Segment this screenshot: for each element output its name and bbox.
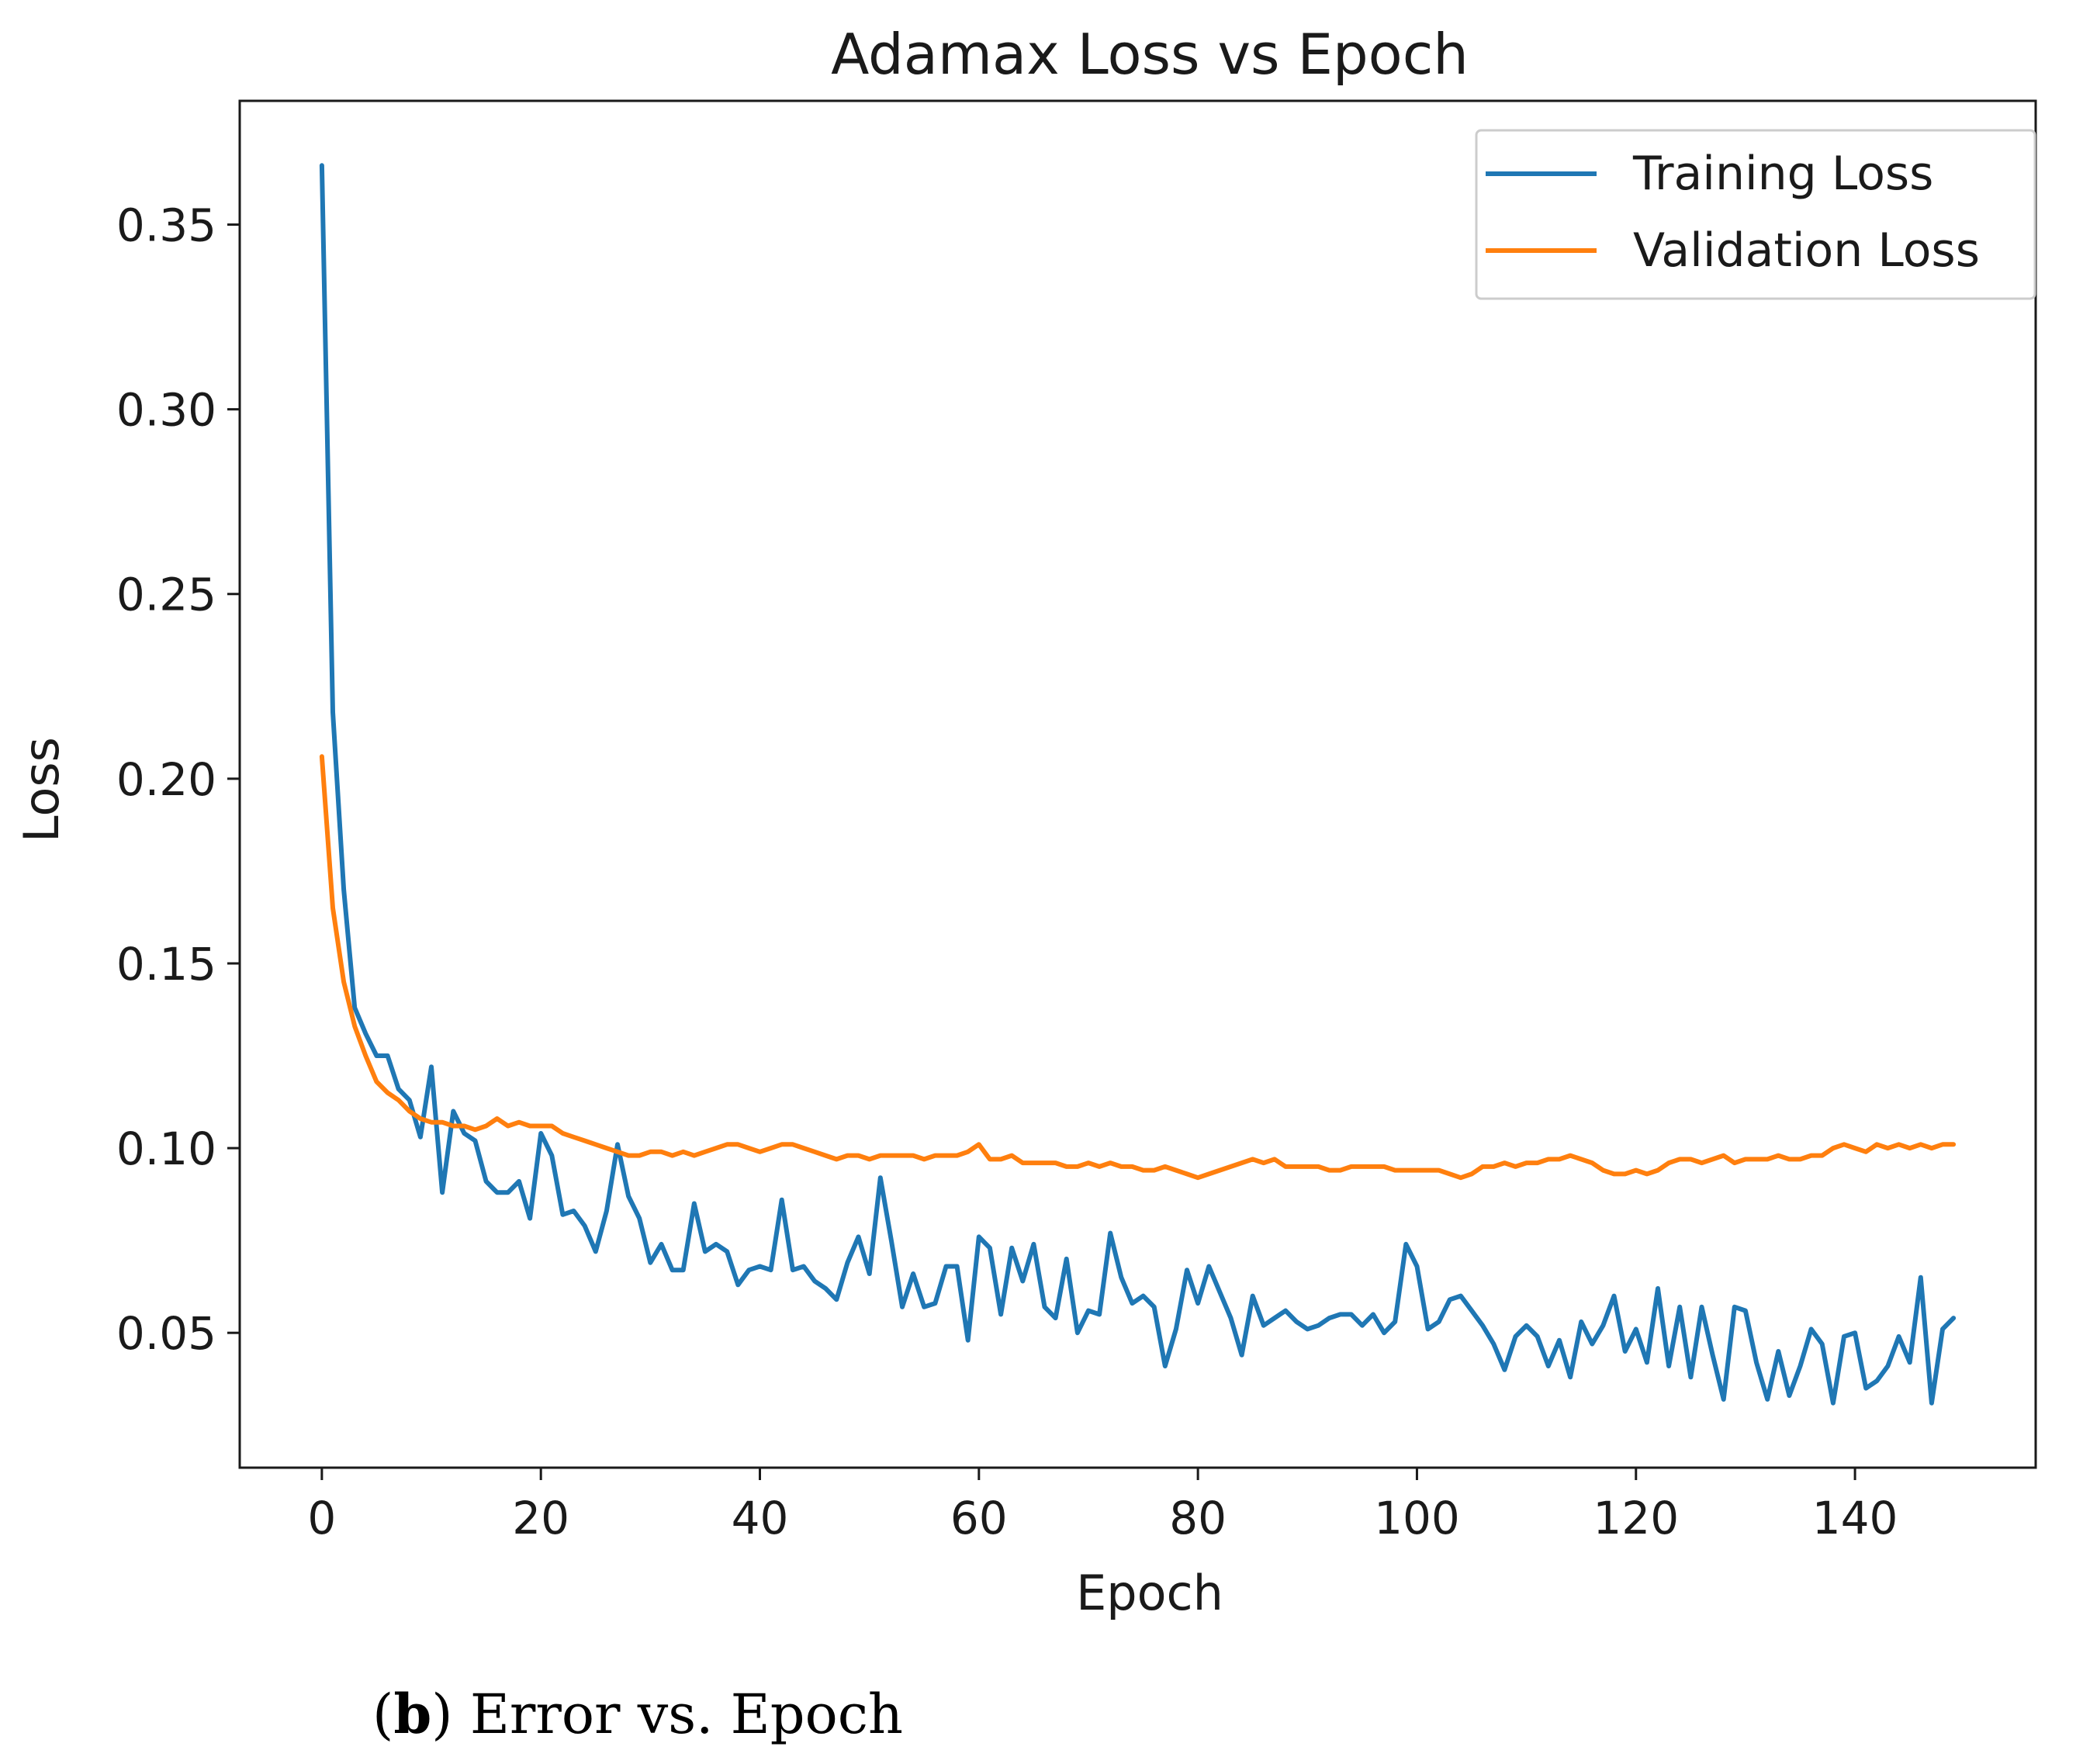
plot-frame xyxy=(238,99,2037,1469)
x-tick-label: 80 xyxy=(1169,1492,1227,1544)
y-tick-label: 0.05 xyxy=(116,1307,216,1360)
x-axis-label: Epoch xyxy=(1076,1565,1223,1621)
x-tick-label: 100 xyxy=(1374,1492,1460,1544)
x-tick-label: 20 xyxy=(512,1492,569,1544)
y-axis-label: Loss xyxy=(13,737,70,842)
caption-open-paren: ( xyxy=(372,1683,394,1746)
series-layer xyxy=(319,163,1957,1406)
y-tick-label: 0.25 xyxy=(116,569,216,621)
x-tick-label: 60 xyxy=(950,1492,1008,1544)
caption-text: ) Error vs. Epoch xyxy=(431,1683,904,1746)
y-axis: 0.05 0.10 0.15 0.20 0.25 0.30 0.35 xyxy=(116,199,240,1360)
x-tick-label: 140 xyxy=(1812,1492,1898,1544)
y-tick-label: 0.30 xyxy=(116,384,216,437)
caption-label: b xyxy=(393,1682,432,1746)
legend-label-training: Training Loss xyxy=(1632,147,1933,201)
y-tick-label: 0.35 xyxy=(116,199,216,252)
y-tick-label: 0.10 xyxy=(116,1122,216,1175)
x-axis: 0 20 40 60 80 100 120 140 xyxy=(307,1468,1898,1544)
legend-label-validation: Validation Loss xyxy=(1633,223,1980,278)
legend-box xyxy=(1475,129,2036,300)
legend: Training Loss Validation Loss xyxy=(1475,129,2036,300)
x-tick-label: 0 xyxy=(307,1492,336,1544)
series-line-validation-loss xyxy=(319,754,1957,1181)
y-tick-label: 0.20 xyxy=(116,753,216,806)
x-tick-label: 120 xyxy=(1593,1492,1679,1544)
figure-caption: (b) Error vs. Epoch xyxy=(372,1682,903,1746)
series-line-training-loss xyxy=(319,163,1957,1406)
chart-title: Adamax Loss vs Epoch xyxy=(831,22,1469,87)
x-tick-label: 40 xyxy=(732,1492,789,1544)
y-tick-label: 0.15 xyxy=(116,938,216,991)
